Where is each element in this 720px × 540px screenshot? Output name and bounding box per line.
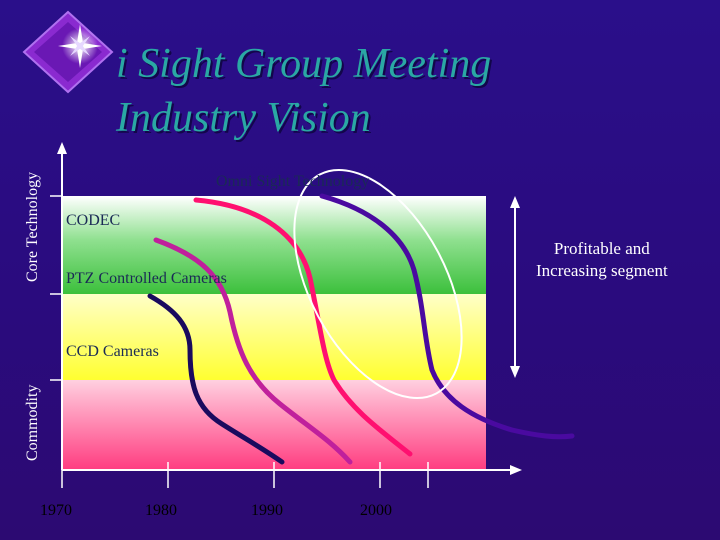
- stage-label-codec: CODEC: [66, 212, 121, 229]
- stage-label-ptz: PTZ Controlled Cameras: [66, 270, 227, 287]
- year-label-1980: 1980: [145, 502, 177, 519]
- profitable-segment-note: Profitable and Increasing segment: [536, 238, 668, 282]
- curve-ccd-cameras: [147, 293, 285, 465]
- stage-label-ccd: CCD Cameras: [66, 343, 159, 360]
- axis-label-core-technology: Core Technology: [24, 171, 41, 282]
- band-mid: [62, 294, 486, 380]
- year-label-1970: 1970: [40, 502, 72, 519]
- profitable-note-line-1: Profitable and: [553, 239, 650, 258]
- year-label-1990: 1990: [251, 502, 283, 519]
- x-axis: [61, 462, 522, 488]
- profitable-segment-arrow: [510, 196, 520, 378]
- y-axis: [50, 142, 67, 470]
- sparkle-icon: [58, 24, 102, 68]
- curve-omni-sight: [319, 193, 575, 440]
- highlight-ellipse: [293, 168, 463, 400]
- curve-ptz-cameras: [153, 237, 353, 465]
- title-line-2: Industry Vision: [116, 95, 371, 141]
- stage-label-omni: Omni Sight Technology: [216, 173, 370, 190]
- profitable-note-line-2: Increasing segment: [536, 261, 668, 280]
- year-label-2000: 2000: [360, 502, 392, 519]
- curve-codec: [193, 197, 413, 457]
- axis-label-commodity: Commodity: [24, 384, 41, 461]
- title-line-1: i Sight Group Meeting: [116, 41, 492, 87]
